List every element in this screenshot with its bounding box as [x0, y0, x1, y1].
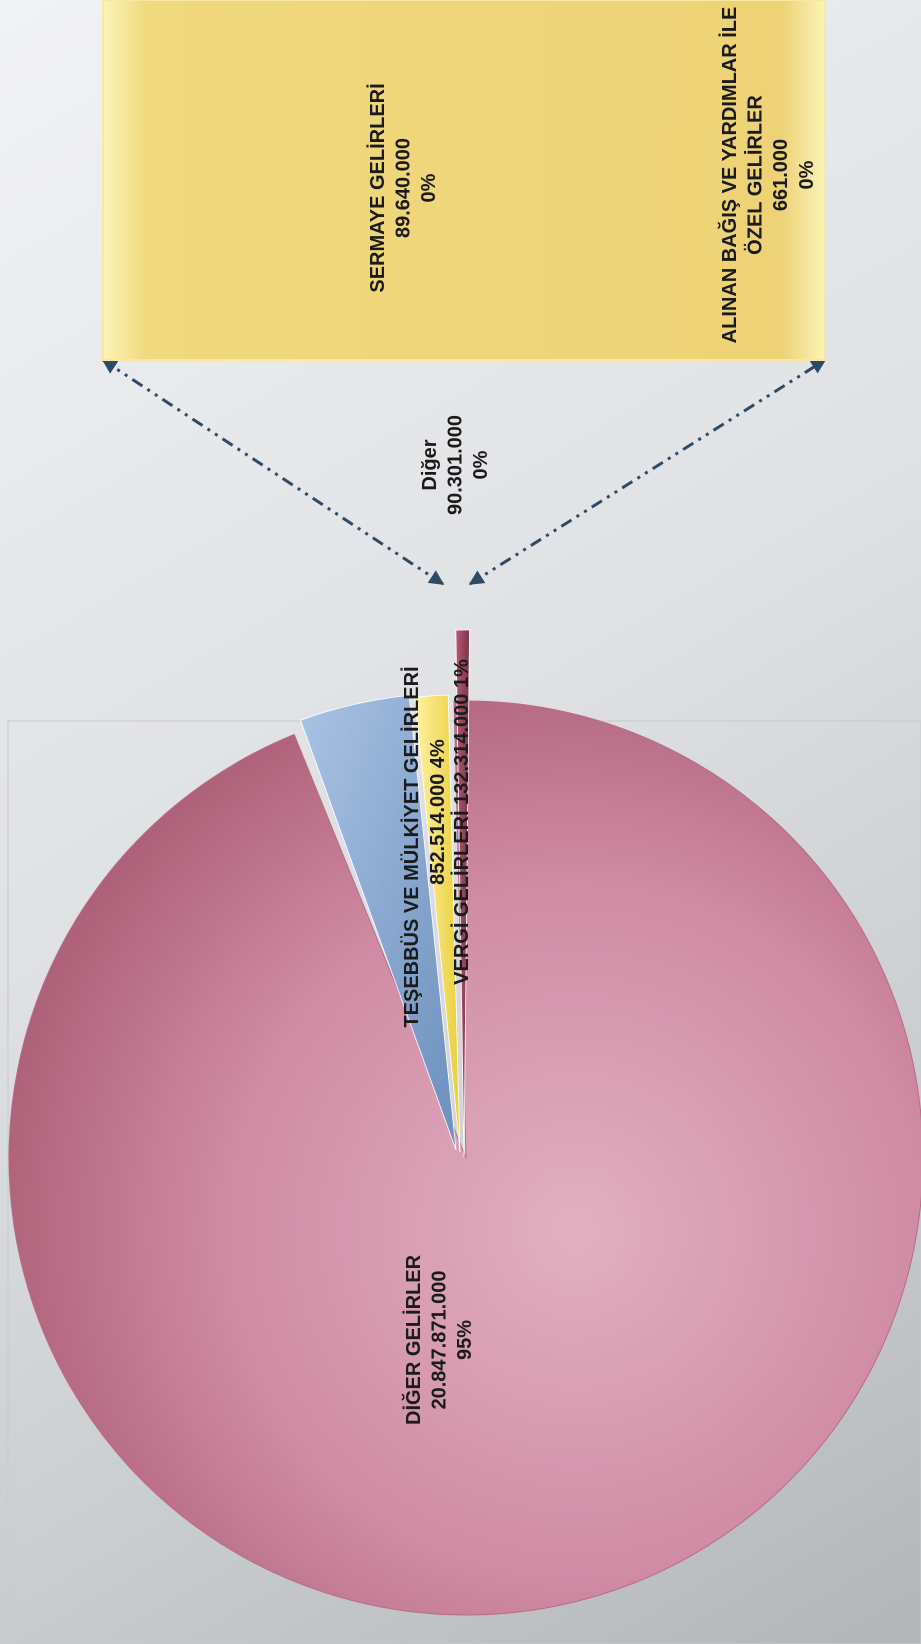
- label-tesebbus-value: 852.514.000 4%: [427, 739, 449, 885]
- label-diger: Diğer 90.301.000 0%: [419, 415, 492, 515]
- breakdown-bar-segment-1: [102, 0, 826, 361]
- pie-slice-diger-gelirler: [8, 700, 921, 1616]
- label-vergi: VERGİ GELİRLERİ 132.314.000 1%: [450, 659, 473, 985]
- connector-line-left: [101, 358, 445, 586]
- pie-slice-tesebbus: [300, 694, 457, 1151]
- label-sermaye: SERMAYE GELİRLERİ 89.640.000 0%: [366, 83, 440, 292]
- label-diger-gelirler: DİĞER GELİRLER 20.847.871.000 95%: [401, 1254, 476, 1425]
- label-bagis: ALINAN BAĞIŞ VE YARDIMLAR İLE ÖZEL GELİRL…: [717, 7, 818, 344]
- pie-slice-vergi: [414, 694, 461, 1153]
- label-tesebbus-name: TEŞEBBÜS VE MÜLKİYET GELİRLERİ: [400, 666, 423, 1027]
- pie-slice-diger: [455, 629, 470, 1158]
- connector-line-right: [468, 358, 827, 586]
